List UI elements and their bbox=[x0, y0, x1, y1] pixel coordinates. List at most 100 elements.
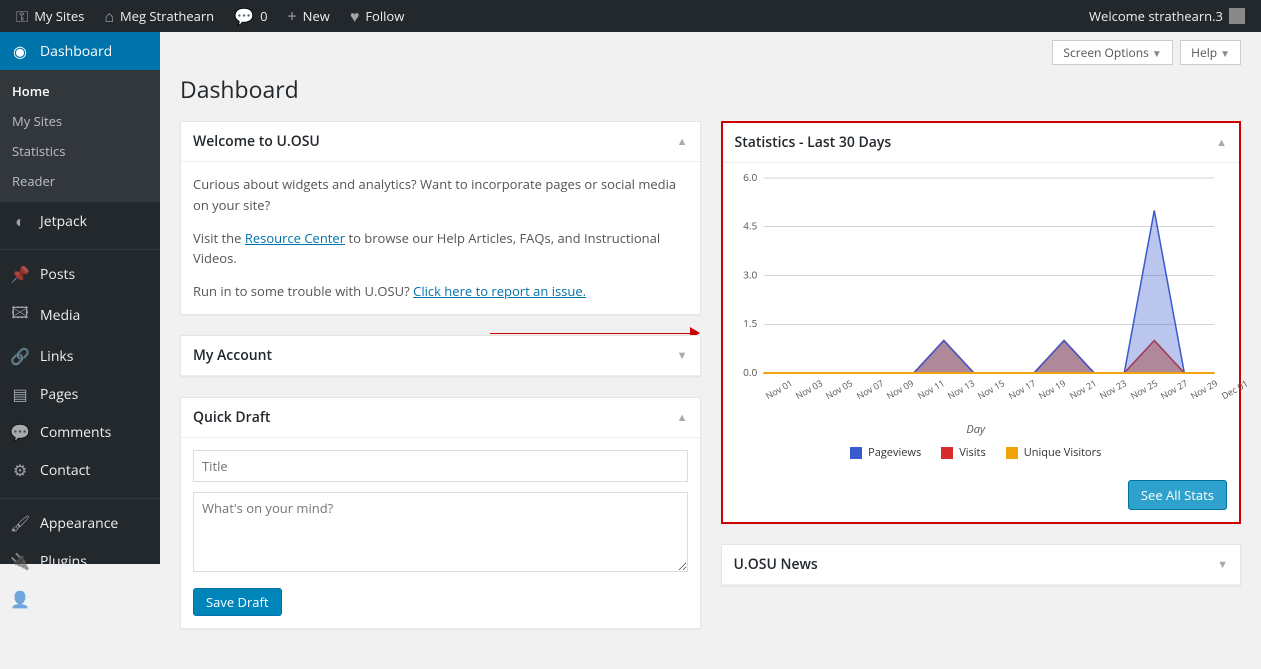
menu-posts[interactable]: 📌 Posts bbox=[0, 255, 160, 293]
my-sites-link[interactable]: ⚿ My Sites bbox=[8, 0, 92, 32]
menu-links[interactable]: 🔗 Links bbox=[0, 337, 160, 375]
separator bbox=[0, 494, 160, 499]
screen-options-button[interactable]: Screen Options▼ bbox=[1052, 40, 1172, 65]
site-link[interactable]: ⌂Meg Strathearn bbox=[96, 0, 222, 32]
chart-xlabel: Nov 11 bbox=[915, 391, 922, 402]
menu-contact[interactable]: ⚙ Contact bbox=[0, 451, 160, 489]
svg-text:1.5: 1.5 bbox=[743, 316, 757, 330]
chart-legend: Pageviews Visits Unique Visitors bbox=[733, 445, 1220, 460]
page-icon: ▤ bbox=[10, 383, 30, 405]
statistics-panel: Statistics - Last 30 Days ▲ 0.01.53.04.5… bbox=[721, 121, 1242, 524]
admin-sidebar: ◉ Dashboard Home My Sites Statistics Read… bbox=[0, 32, 160, 564]
news-panel: U.OSU News ▼ bbox=[721, 544, 1242, 586]
welcome-p3a: Run in to some trouble with U.OSU? bbox=[193, 282, 413, 300]
legend-label: Unique Visitors bbox=[1024, 445, 1102, 460]
chart-xlabel: Nov 09 bbox=[884, 391, 891, 402]
avatar bbox=[1229, 8, 1245, 24]
see-all-stats-button[interactable]: See All Stats bbox=[1128, 480, 1227, 510]
svg-text:6.0: 6.0 bbox=[743, 173, 757, 184]
new-link[interactable]: + New bbox=[280, 0, 338, 32]
collapse-icon[interactable]: ▲ bbox=[677, 134, 688, 149]
collapse-icon[interactable]: ▲ bbox=[1216, 135, 1227, 150]
chart-xlabels: Nov 01Nov 03Nov 05Nov 07Nov 09Nov 11Nov … bbox=[763, 391, 1220, 404]
submenu-my-sites[interactable]: My Sites bbox=[0, 106, 160, 136]
plus-icon: + bbox=[288, 5, 297, 27]
separator bbox=[0, 245, 160, 250]
menu-dashboard[interactable]: ◉ Dashboard bbox=[0, 32, 160, 70]
pin-icon: 📌 bbox=[10, 263, 30, 285]
menu-posts-label: Posts bbox=[40, 265, 75, 284]
resource-center-link[interactable]: Resource Center bbox=[245, 229, 345, 247]
dashboard-icon: ◉ bbox=[10, 40, 30, 62]
menu-links-label: Links bbox=[40, 347, 73, 366]
menu-dashboard-label: Dashboard bbox=[40, 42, 112, 61]
collapse-icon[interactable]: ▲ bbox=[677, 410, 688, 425]
dashboard-submenu: Home My Sites Statistics Reader bbox=[0, 70, 160, 202]
legend-label: Visits bbox=[959, 445, 986, 460]
my-sites-label: My Sites bbox=[34, 7, 84, 25]
draft-title: Quick Draft bbox=[193, 408, 270, 427]
legend-item: Pageviews bbox=[850, 445, 921, 460]
legend-label: Pageviews bbox=[868, 445, 921, 460]
media-icon: 🖾 bbox=[10, 301, 30, 329]
chart-xlabel: Nov 29 bbox=[1188, 391, 1195, 402]
submenu-home[interactable]: Home bbox=[0, 76, 160, 106]
menu-jetpack[interactable]: ◐ Jetpack bbox=[0, 202, 160, 240]
submenu-reader[interactable]: Reader bbox=[0, 166, 160, 196]
report-issue-link[interactable]: Click here to report an issue. bbox=[413, 282, 586, 300]
menu-comments[interactable]: 💬Comments bbox=[0, 413, 160, 451]
svg-text:4.5: 4.5 bbox=[743, 219, 757, 233]
quick-draft-panel: Quick Draft ▲ Save Draft bbox=[180, 397, 701, 629]
follow-link[interactable]: ♥ Follow bbox=[342, 0, 413, 32]
comments-link[interactable]: 💬0 bbox=[226, 0, 275, 32]
svg-text:3.0: 3.0 bbox=[743, 268, 757, 282]
screen-options-label: Screen Options bbox=[1063, 44, 1148, 61]
follow-label: Follow bbox=[365, 7, 404, 25]
chart-xlabel: Nov 13 bbox=[945, 391, 952, 402]
main-content: Screen Options▼ Help▼ Dashboard Welcome … bbox=[160, 32, 1261, 669]
chart-xlabel: Nov 23 bbox=[1097, 391, 1104, 402]
gear-icon: ⚙ bbox=[10, 459, 30, 481]
help-button[interactable]: Help▼ bbox=[1180, 40, 1241, 65]
link-icon: 🔗 bbox=[10, 345, 30, 367]
menu-pages[interactable]: ▤ Pages bbox=[0, 375, 160, 413]
site-name: Meg Strathearn bbox=[120, 7, 214, 25]
key-icon: ⚿ bbox=[16, 5, 28, 27]
chart-xlabel: Nov 03 bbox=[793, 391, 800, 402]
expand-icon[interactable]: ▼ bbox=[677, 348, 688, 363]
comment-count: 0 bbox=[260, 7, 267, 25]
chart-xlabel: Nov 21 bbox=[1067, 391, 1074, 402]
heart-icon: ♥ bbox=[350, 5, 360, 27]
draft-body-input[interactable] bbox=[193, 492, 688, 572]
brush-icon: 🖌 bbox=[10, 512, 30, 534]
menu-appearance[interactable]: 🖌Appearance bbox=[0, 504, 160, 542]
chart-xlabel: Dec 01 bbox=[1219, 391, 1226, 402]
save-draft-button[interactable]: Save Draft bbox=[193, 588, 282, 616]
legend-swatch bbox=[850, 447, 862, 459]
draft-title-input[interactable] bbox=[193, 450, 688, 482]
submenu-statistics[interactable]: Statistics bbox=[0, 136, 160, 166]
menu-jetpack-label: Jetpack bbox=[40, 212, 87, 231]
legend-item: Unique Visitors bbox=[1006, 445, 1102, 460]
account-panel: My Account ▼ bbox=[180, 335, 701, 377]
new-label: New bbox=[303, 7, 330, 25]
menu-contact-label: Contact bbox=[40, 461, 90, 480]
expand-icon[interactable]: ▼ bbox=[1217, 557, 1228, 572]
account-link[interactable]: Welcome strathearn.3 bbox=[1081, 0, 1253, 32]
chart-xlabel: Nov 01 bbox=[763, 391, 770, 402]
chevron-down-icon: ▼ bbox=[1220, 46, 1230, 60]
page-title: Dashboard bbox=[180, 65, 1241, 121]
stats-chart: 0.01.53.04.56.0 bbox=[733, 173, 1220, 383]
chart-xlabel: Nov 25 bbox=[1128, 391, 1135, 402]
account-title: My Account bbox=[193, 346, 272, 365]
legend-swatch bbox=[941, 447, 953, 459]
menu-pages-label: Pages bbox=[40, 385, 78, 404]
stats-title: Statistics - Last 30 Days bbox=[735, 133, 892, 152]
jetpack-icon: ◐ bbox=[10, 210, 30, 232]
admin-bar: ⚿ My Sites ⌂Meg Strathearn 💬0 + New ♥ Follo… bbox=[0, 0, 1261, 32]
welcome-text: Welcome strathearn.3 bbox=[1089, 7, 1223, 25]
chart-axis-label: Day bbox=[733, 422, 1220, 437]
menu-media[interactable]: 🖾Media bbox=[0, 293, 160, 337]
chart-xlabel: Nov 05 bbox=[823, 391, 830, 402]
help-label: Help bbox=[1191, 44, 1217, 61]
